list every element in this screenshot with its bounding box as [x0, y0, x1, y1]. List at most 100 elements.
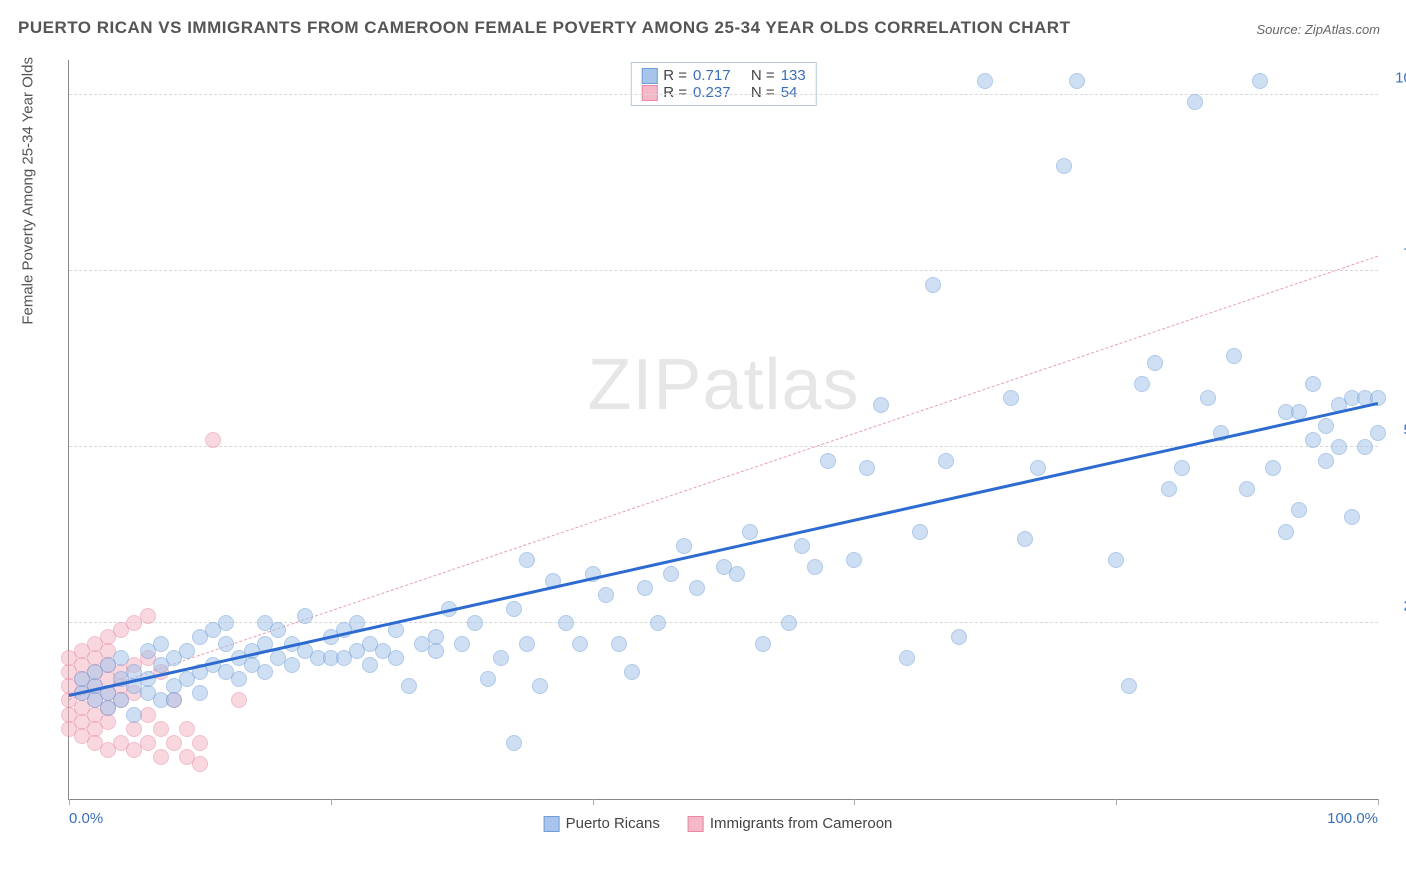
data-point: [781, 615, 797, 631]
watermark-bold: ZIP: [587, 345, 702, 425]
data-point: [598, 587, 614, 603]
data-point: [1357, 439, 1373, 455]
data-point: [951, 629, 967, 645]
data-point: [126, 707, 142, 723]
legend-item-2: Immigrants from Cameroon: [688, 815, 893, 832]
data-point: [519, 636, 535, 652]
r-label-2: R =: [663, 84, 687, 101]
swatch-bottom-2: [688, 816, 704, 832]
bottom-legend: Puerto Ricans Immigrants from Cameroon: [544, 815, 893, 832]
data-point: [1291, 502, 1307, 518]
n-label-2: N =: [751, 84, 775, 101]
data-point: [231, 671, 247, 687]
legend-item-1: Puerto Ricans: [544, 815, 660, 832]
data-point: [572, 636, 588, 652]
data-point: [689, 580, 705, 596]
y-tick-label: 50.0%: [1386, 422, 1406, 439]
legend-label-1: Puerto Ricans: [566, 815, 660, 832]
data-point: [650, 615, 666, 631]
data-point: [558, 615, 574, 631]
r-value-1: 0.717: [693, 67, 731, 84]
data-point: [284, 657, 300, 673]
y-tick-label: 100.0%: [1386, 70, 1406, 87]
watermark-thin: atlas: [702, 345, 859, 425]
r-value-2: 0.237: [693, 84, 731, 101]
data-point: [676, 538, 692, 554]
x-tick: [1378, 799, 1379, 805]
grid-line: [69, 94, 1378, 95]
data-point: [388, 650, 404, 666]
data-point: [140, 608, 156, 624]
stats-legend: R = 0.717 N = 133 R = 0.237 N = 54: [630, 62, 816, 106]
data-point: [637, 580, 653, 596]
data-point: [1344, 509, 1360, 525]
data-point: [611, 636, 627, 652]
data-point: [1318, 418, 1334, 434]
watermark: ZIPatlas: [587, 344, 859, 426]
r-label-1: R =: [663, 67, 687, 84]
plot-container: Female Poverty Among 25-34 Year Olds ZIP…: [48, 60, 1388, 840]
data-point: [1003, 390, 1019, 406]
n-label-1: N =: [751, 67, 775, 84]
data-point: [1030, 460, 1046, 476]
data-point: [1121, 678, 1137, 694]
data-point: [1265, 460, 1281, 476]
data-point: [493, 650, 509, 666]
data-point: [113, 692, 129, 708]
data-point: [1056, 158, 1072, 174]
data-point: [100, 714, 116, 730]
data-point: [1278, 524, 1294, 540]
data-point: [153, 749, 169, 765]
y-axis-label: Female Poverty Among 25-34 Year Olds: [20, 57, 37, 325]
data-point: [912, 524, 928, 540]
data-point: [1147, 355, 1163, 371]
data-point: [297, 608, 313, 624]
data-point: [401, 678, 417, 694]
n-value-2: 54: [781, 84, 798, 101]
data-point: [755, 636, 771, 652]
data-point: [153, 636, 169, 652]
data-point: [113, 650, 129, 666]
data-point: [899, 650, 915, 666]
data-point: [846, 552, 862, 568]
data-point: [218, 636, 234, 652]
x-tick: [1116, 799, 1117, 805]
chart-title: PUERTO RICAN VS IMMIGRANTS FROM CAMEROON…: [18, 18, 1070, 38]
data-point: [126, 721, 142, 737]
data-point: [166, 692, 182, 708]
data-point: [192, 685, 208, 701]
data-point: [1017, 531, 1033, 547]
data-point: [166, 735, 182, 751]
data-point: [1200, 390, 1216, 406]
data-point: [1134, 376, 1150, 392]
data-point: [1318, 453, 1334, 469]
data-point: [1370, 425, 1386, 441]
data-point: [140, 735, 156, 751]
data-point: [192, 735, 208, 751]
data-point: [1226, 348, 1242, 364]
data-point: [624, 664, 640, 680]
data-point: [506, 735, 522, 751]
data-point: [218, 615, 234, 631]
data-point: [532, 678, 548, 694]
data-point: [467, 615, 483, 631]
data-point: [153, 721, 169, 737]
data-point: [1108, 552, 1124, 568]
data-point: [1187, 94, 1203, 110]
swatch-bottom-1: [544, 816, 560, 832]
data-point: [1174, 460, 1190, 476]
n-value-1: 133: [781, 67, 806, 84]
data-point: [938, 453, 954, 469]
x-tick-label: 100.0%: [1327, 810, 1378, 827]
plot-area: ZIPatlas R = 0.717 N = 133 R = 0.237 N =…: [68, 60, 1378, 800]
stats-row-2: R = 0.237 N = 54: [641, 84, 805, 101]
data-point: [179, 643, 195, 659]
grid-line: [69, 270, 1378, 271]
x-tick: [854, 799, 855, 805]
data-point: [794, 538, 810, 554]
x-tick: [593, 799, 594, 805]
x-tick-label: 0.0%: [69, 810, 103, 827]
data-point: [257, 664, 273, 680]
data-point: [205, 432, 221, 448]
data-point: [362, 657, 378, 673]
